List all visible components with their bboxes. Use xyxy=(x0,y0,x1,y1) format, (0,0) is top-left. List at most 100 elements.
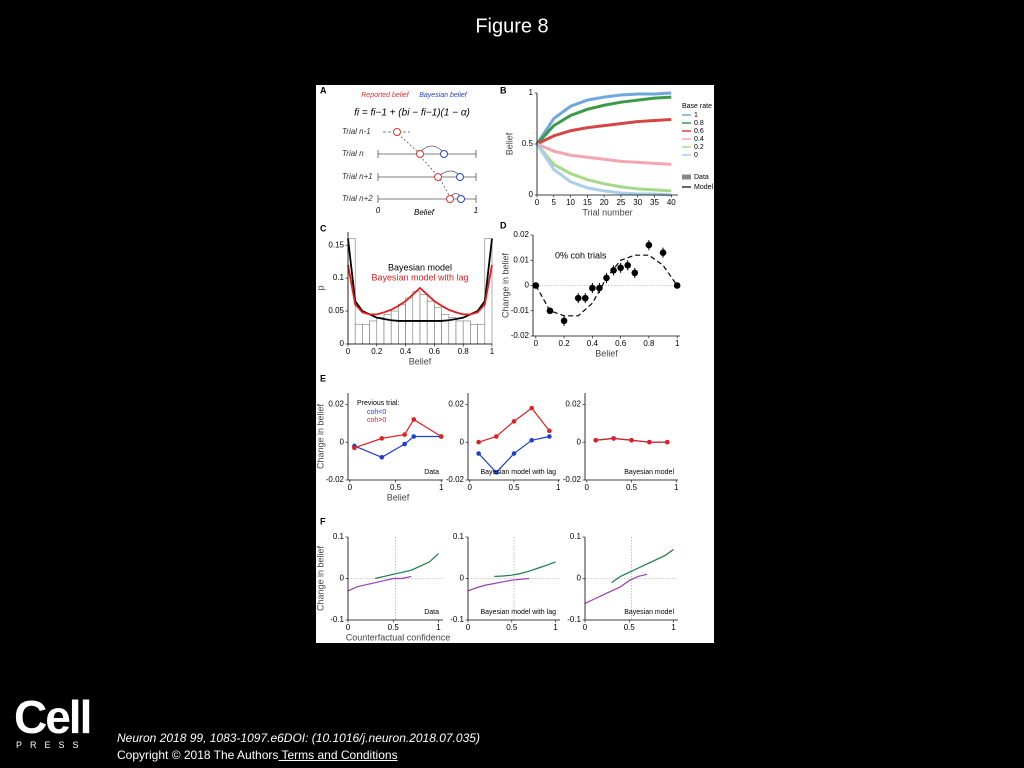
histogram-bar xyxy=(434,307,442,345)
histogram-bar xyxy=(477,323,486,345)
figure-background xyxy=(316,85,714,643)
data-point xyxy=(529,405,534,411)
histogram-bar xyxy=(462,320,471,345)
y-tick-label: -0.1 xyxy=(450,615,464,624)
x-tick-label: 40 xyxy=(667,198,676,207)
trial-label: Trial n+1 xyxy=(342,172,373,181)
y-axis-label: p xyxy=(315,285,325,290)
histogram-bar xyxy=(455,320,464,345)
annotation: Data xyxy=(424,609,439,616)
panel-label: A xyxy=(320,85,327,95)
y-tick-label: 0 xyxy=(460,437,465,446)
axis-min: 0 xyxy=(376,206,381,215)
x-tick-label: 0 xyxy=(535,198,540,207)
x-tick-label: 1 xyxy=(553,623,558,632)
x-tick-label: 0 xyxy=(585,483,590,492)
data-point xyxy=(411,434,417,439)
axis-label: Belief xyxy=(414,208,435,217)
x-tick-label: 0.5 xyxy=(390,483,402,492)
data-point xyxy=(560,317,568,325)
x-tick-label: 0.4 xyxy=(587,339,599,348)
x-tick-label: 0.6 xyxy=(429,347,441,356)
data-line xyxy=(536,142,672,166)
data-point xyxy=(631,269,639,277)
legend-label: coh<0 xyxy=(367,409,386,416)
x-tick-label: 25 xyxy=(616,198,625,207)
y-tick-label: 0.02 xyxy=(565,399,581,408)
x-tick-label: 0.2 xyxy=(559,339,571,348)
data-line xyxy=(536,118,672,146)
data-point xyxy=(547,434,552,439)
data-point xyxy=(379,455,385,460)
legend-label: Data xyxy=(694,174,709,181)
x-tick-label: 0.2 xyxy=(371,347,383,356)
terms-link[interactable]: Terms and Conditions xyxy=(278,748,398,762)
x-tick-label: 0 xyxy=(468,483,473,492)
y-tick-label: 0.1 xyxy=(333,532,345,541)
y-tick-label: 0.5 xyxy=(522,139,534,148)
y-tick-label: 0 xyxy=(577,574,582,583)
y-tick-label: -0.02 xyxy=(446,475,465,484)
x-tick-label: 1 xyxy=(436,623,441,632)
y-tick-label: 0 xyxy=(340,339,345,348)
data-point xyxy=(494,434,499,439)
panel-labels: A B C D E F xyxy=(320,85,507,526)
trial-label: Trial n xyxy=(342,149,364,158)
y-tick-label: -0.1 xyxy=(567,615,581,624)
histogram-bar xyxy=(398,304,406,345)
data-point xyxy=(664,439,670,445)
x-axis-label: Trial number xyxy=(582,207,632,217)
legend-label: Model xyxy=(694,184,714,191)
panel-label: B xyxy=(500,85,507,95)
data-line xyxy=(535,254,678,317)
legend-label: coh>0 xyxy=(367,417,386,424)
data-line xyxy=(375,553,439,580)
annotation: Bayesian model xyxy=(624,469,674,476)
panel-label: E xyxy=(320,373,326,383)
legend-label: 0.4 xyxy=(694,136,704,143)
data-point xyxy=(593,437,599,443)
y-tick-label: 0.02 xyxy=(328,399,344,408)
x-tick-label: 5 xyxy=(552,198,557,207)
x-axis-label: Counterfactual confidence xyxy=(346,632,451,642)
y-tick-label: -0.02 xyxy=(563,475,582,484)
x-tick-label: 1 xyxy=(674,483,679,492)
histogram-bar xyxy=(470,323,478,345)
data-line xyxy=(347,238,493,322)
data-point xyxy=(611,436,616,441)
histogram-bar xyxy=(412,290,421,345)
histogram-bar xyxy=(362,323,370,345)
y-axis-label: Change in belief xyxy=(315,545,325,611)
legend-title: Base rate xyxy=(682,103,712,110)
logo-sub: PRESS xyxy=(16,740,87,750)
y-tick-label: 0.15 xyxy=(328,240,344,249)
x-tick-label: 0 xyxy=(348,483,353,492)
slide-title: Figure 8 xyxy=(475,15,548,37)
histogram-bar xyxy=(441,314,450,345)
y-tick-label: 0.1 xyxy=(570,532,582,541)
y-tick-label: 0.01 xyxy=(513,255,529,264)
x-axis-label: Belief xyxy=(409,356,432,366)
data-point xyxy=(438,434,444,439)
y-tick-label: 1 xyxy=(529,88,534,97)
reported-label: Reported belief xyxy=(361,92,410,99)
data-line xyxy=(584,573,648,604)
x-tick-label: 0 xyxy=(346,347,351,356)
legend-label: 1 xyxy=(694,112,698,119)
y-axis-label: Belief xyxy=(504,132,514,155)
annotation: Data xyxy=(424,469,439,476)
data-line xyxy=(535,91,672,145)
x-tick-label: 30 xyxy=(633,198,642,207)
bayesian-label: Bayesian belief xyxy=(419,92,468,99)
x-tick-label: 10 xyxy=(566,198,575,207)
legend-label: Bayesian model xyxy=(388,262,452,272)
data-point xyxy=(673,282,681,289)
x-tick-label: 1 xyxy=(490,347,495,356)
data-point xyxy=(379,436,385,441)
y-tick-label: -0.02 xyxy=(326,475,345,484)
data-point xyxy=(529,437,534,443)
x-tick-label: 35 xyxy=(650,198,659,207)
x-tick-label: 0.8 xyxy=(643,339,655,348)
histogram-bar xyxy=(419,294,428,345)
axis-max: 1 xyxy=(474,206,478,215)
